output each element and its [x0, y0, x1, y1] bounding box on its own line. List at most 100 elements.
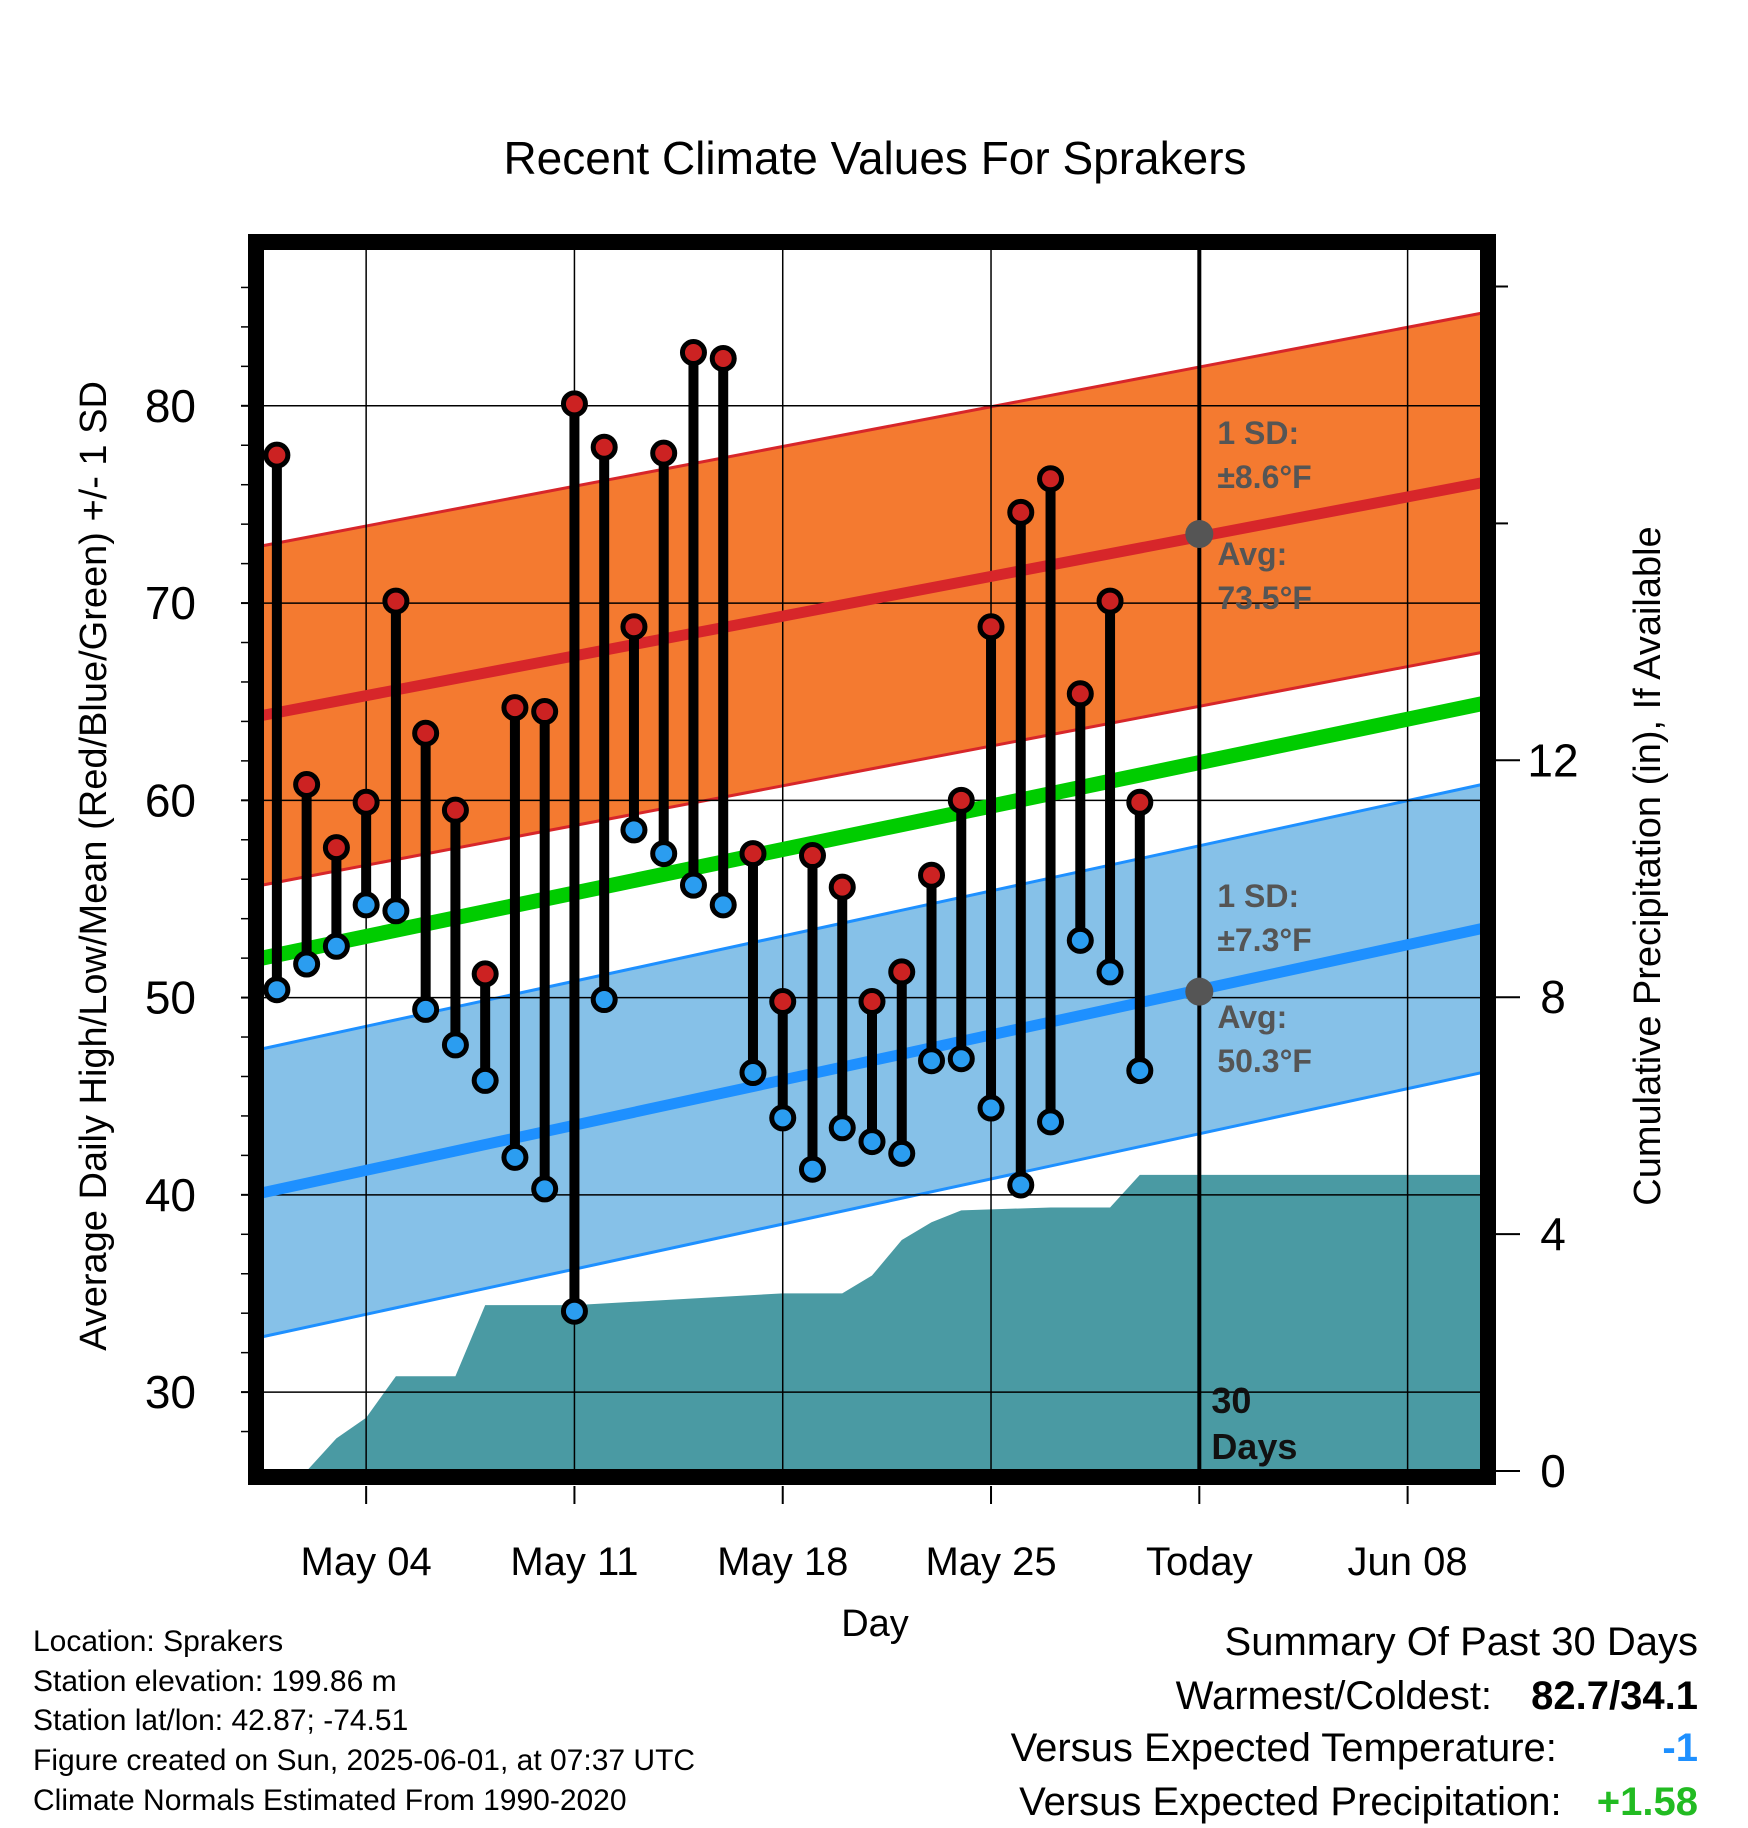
low-sd-label: 1 SD:	[1217, 878, 1299, 914]
plot-area: 1 SD: ±8.6°F Avg: 73.5°F 1 SD: ±7.3°F Avg: 50.3…	[145, 234, 1579, 1584]
high-point	[412, 719, 440, 747]
y2-tick-label: 8	[1540, 971, 1566, 1023]
low-point	[1037, 1108, 1065, 1136]
low-point	[441, 1031, 469, 1059]
y2-tick-label: 4	[1540, 1208, 1566, 1260]
x-axis-label: Day	[841, 1603, 909, 1645]
low-point	[650, 840, 678, 868]
summary-temp-row: Versus Expected Temperature: -1	[1011, 1726, 1698, 1771]
x-tick-label: May 18	[717, 1540, 848, 1584]
low-point	[977, 1094, 1005, 1122]
high-point	[739, 840, 767, 868]
footer-elevation: Station elevation: 199.86 m	[33, 1665, 397, 1698]
y-tick-label: 50	[145, 972, 196, 1024]
low-point	[798, 1155, 826, 1183]
high-point	[679, 339, 707, 367]
high-point	[888, 958, 916, 986]
window-count-label: 30	[1211, 1380, 1251, 1421]
low-point	[382, 897, 410, 925]
summary-warmest-value: 82.7/34.1	[1531, 1674, 1698, 1718]
low-point	[679, 871, 707, 899]
x-tick-label: May 25	[925, 1540, 1056, 1584]
high-point	[382, 587, 410, 615]
high-point	[709, 344, 737, 372]
high-point	[947, 786, 975, 814]
summary-precip-label: Versus Expected Precipitation:	[1019, 1780, 1562, 1824]
chart-title: Recent Climate Values For Sprakers	[503, 132, 1246, 184]
low-point	[888, 1139, 916, 1167]
high-point	[1066, 680, 1094, 708]
low-avg-label: Avg:	[1217, 999, 1287, 1035]
high-avg-label: Avg:	[1217, 536, 1287, 572]
high-point	[263, 441, 291, 469]
y-axis-label: Average Daily High/Low/Mean (Red/Blue/Gr…	[73, 381, 115, 1351]
low-point	[590, 986, 618, 1014]
low-point	[322, 932, 350, 960]
y-tick-label: 60	[145, 774, 196, 826]
low-point	[263, 976, 291, 1004]
x-tick-label: May 04	[301, 1540, 432, 1584]
mean-avg-line	[260, 696, 1484, 966]
low-point	[1126, 1057, 1154, 1085]
high-sd-value: ±8.6°F	[1217, 459, 1311, 495]
footer-normals: Climate Normals Estimated From 1990-2020	[33, 1784, 627, 1817]
summary-warmest-row: Warmest/Coldest: 82.7/34.1	[1176, 1674, 1698, 1719]
high-point	[1037, 465, 1065, 493]
y-tick-label: 70	[145, 577, 196, 629]
footer-location: Location: Sprakers	[33, 1625, 284, 1658]
high-point	[1007, 498, 1035, 526]
y-tick-label: 40	[145, 1169, 196, 1221]
y2-axis-label: Cumulative Precipitation (in), If Availa…	[1627, 526, 1669, 1205]
low-point	[1007, 1171, 1035, 1199]
low-point	[293, 950, 321, 978]
low-point	[501, 1143, 529, 1171]
high-point	[828, 873, 856, 901]
high-point	[293, 771, 321, 799]
high-point	[441, 796, 469, 824]
y-tick-label: 80	[145, 380, 196, 432]
summary-warmest-label: Warmest/Coldest:	[1175, 1674, 1493, 1718]
low-point	[560, 1297, 588, 1325]
summary-precip-value: +1.58	[1596, 1780, 1698, 1824]
high-point	[1096, 587, 1124, 615]
high-point	[858, 988, 886, 1016]
low-point	[352, 891, 380, 919]
high-sd-label: 1 SD:	[1217, 415, 1299, 451]
low-point	[769, 1104, 797, 1132]
low-point	[709, 891, 737, 919]
footer-latlon: Station lat/lon: 42.87; -74.51	[33, 1704, 409, 1737]
high-point	[769, 988, 797, 1016]
precip-area	[306, 1174, 1482, 1471]
low-point	[620, 816, 648, 844]
low-point	[412, 995, 440, 1023]
high-point	[620, 613, 648, 641]
low-avg-value: 50.3°F	[1217, 1043, 1312, 1079]
low-point	[918, 1047, 946, 1075]
high-point	[352, 788, 380, 816]
low-sd-value: ±7.3°F	[1217, 922, 1311, 958]
plot-frame	[248, 234, 1496, 1485]
high-point	[798, 842, 826, 870]
low-point	[828, 1114, 856, 1142]
today-low-avg-marker	[1185, 977, 1214, 1006]
low-point	[471, 1066, 499, 1094]
y2-tick-label: 0	[1540, 1445, 1566, 1497]
high-point	[471, 960, 499, 988]
footer-created: Figure created on Sun, 2025-06-01, at 07…	[33, 1744, 696, 1777]
x-tick-label: Today	[1146, 1540, 1253, 1584]
x-tick-label: Jun 08	[1348, 1540, 1468, 1584]
low-point	[739, 1059, 767, 1087]
low-point	[531, 1175, 559, 1203]
x-tick-label: May 11	[510, 1540, 638, 1584]
low-point	[947, 1045, 975, 1073]
high-point	[1126, 788, 1154, 816]
summary-temp-value: -1	[1662, 1726, 1698, 1770]
low-point	[1096, 958, 1124, 986]
high-point	[560, 390, 588, 418]
summary-precip-row: Versus Expected Precipitation: +1.58	[1019, 1780, 1698, 1825]
high-point	[322, 834, 350, 862]
low-point	[858, 1128, 886, 1156]
summary-title: Summary Of Past 30 Days	[1224, 1620, 1698, 1664]
y2-tick-label: 12	[1527, 734, 1578, 786]
